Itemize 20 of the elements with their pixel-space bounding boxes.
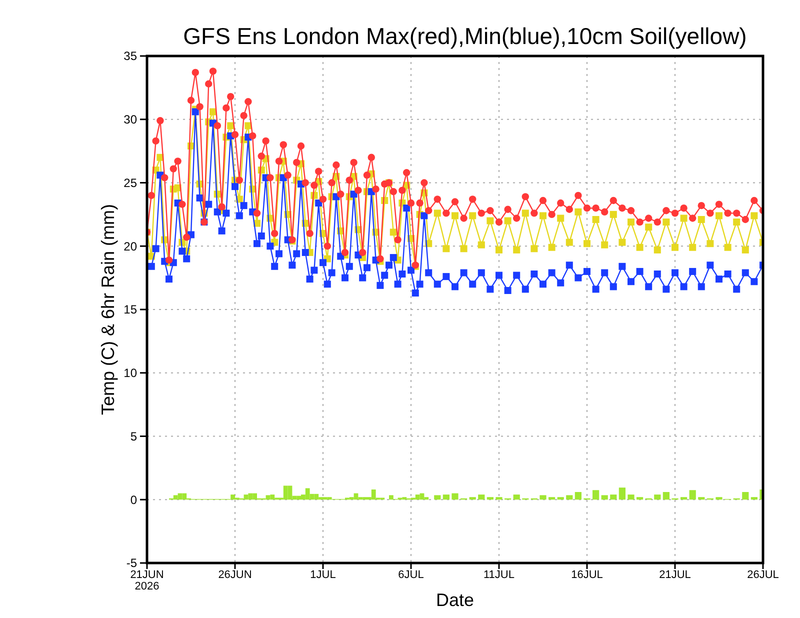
y-tick-label: 30 — [124, 112, 138, 127]
x-tick-label: 6JUL — [398, 569, 424, 581]
y-tick-label: 25 — [124, 176, 138, 190]
y-tick-label: 5 — [130, 429, 138, 444]
x-tick-label: 21JUN 2026 — [130, 569, 164, 593]
y-tick-label: 35 — [124, 49, 138, 64]
x-axis-title: Date — [436, 590, 474, 610]
x-tick-label: 1JUL — [310, 569, 336, 581]
x-tick-label: 11JUL — [484, 569, 514, 581]
x-tick-label: 26JUN — [218, 569, 252, 581]
y-tick-label: 20 — [124, 239, 138, 254]
y-tick-label: 0 — [130, 492, 138, 507]
x-tick-label: 16JUL — [571, 569, 603, 581]
chart-title: GFS Ens London Max(red),Min(blue),10cm Soil(yellow) — [183, 23, 747, 49]
y-tick-label: 10 — [124, 366, 138, 380]
y-tick-label: -5 — [126, 556, 138, 570]
x-tick-label: 21JUL — [659, 569, 691, 581]
x-tick-label: 26JUL — [747, 569, 779, 581]
y-tick-label: 15 — [124, 302, 138, 317]
y-axis-title: Temp (C) & 6hr Rain (mm) — [98, 204, 118, 416]
